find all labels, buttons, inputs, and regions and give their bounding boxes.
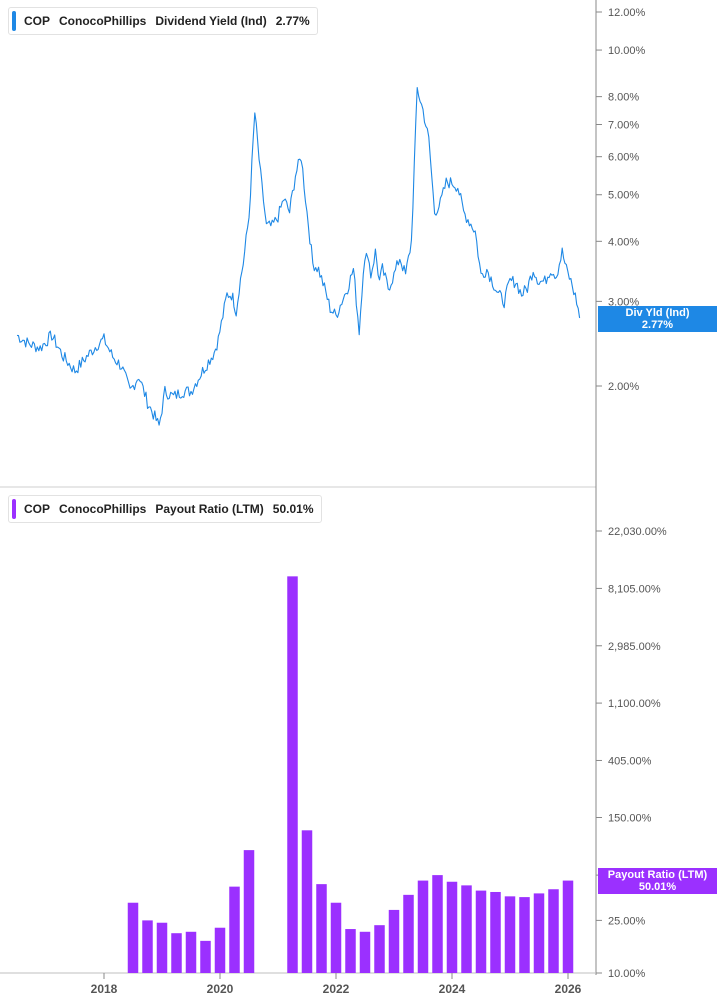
payout-ratio-bar [562,880,574,973]
y-tick-label: 10.00% [608,968,646,980]
y-tick-label: 2.00% [608,381,639,393]
payout-ratio-bar [533,893,545,973]
payout-ratio-bar [403,894,414,973]
x-tick-label: 2026 [555,982,582,996]
legend-color-swatch [12,11,16,31]
payout-ratio-bar [156,922,168,973]
y-tick-label: 22,030.00% [608,526,667,538]
payout-ratio-bar [287,576,298,973]
payout-ratio-bar [185,931,197,973]
y-tick-label: 5.00% [608,190,639,202]
dividend-yield-line [16,87,581,426]
payout-ratio-plot [127,576,574,973]
y-tick-label: 7.00% [608,120,639,132]
payout-ratio-bar [519,897,530,973]
payout-ratio-bar [214,927,226,973]
legend-metric: Dividend Yield (Ind) [155,14,267,28]
payout-ratio-bar [475,890,487,973]
x-tick-label: 2018 [91,982,118,996]
tag-value: 2.77% [641,319,674,331]
legend-company: ConocoPhillips [59,14,147,28]
legend-value: 2.77% [275,14,310,28]
y-tick-label: 8,105.00% [608,583,661,595]
x-tick-label: 2020 [207,982,234,996]
payout-ratio-bar [301,830,313,973]
y-tick-label: 1,100.00% [608,698,661,710]
payout-ratio-bar [432,875,443,973]
y-tick-label: 12.00% [608,7,646,19]
y-tick-label: 25.00% [608,915,646,927]
legend-company: ConocoPhillips [59,502,147,516]
payout-ratio-bar [171,933,182,973]
legend-ticker: COP [24,502,51,516]
legend-ticker: COP [24,14,51,28]
payout-ratio-bar [200,940,211,973]
payout-ratio-bar [229,886,240,973]
payout-ratio-bar [316,884,327,973]
payout-ratio-bar [446,881,458,973]
legend-value: 50.01% [272,502,314,516]
payout-ratio-bar [243,850,255,973]
payout-ratio-bar [388,909,400,973]
x-tick-label: 2022 [323,982,350,996]
payout-ratio-bar [490,891,501,973]
payout-ratio-last-value-tag: Payout Ratio (LTM) 50.01% [598,868,717,894]
y-tick-label: 150.00% [608,813,652,825]
y-tick-label: 8.00% [608,92,639,104]
tag-value: 50.01% [638,881,677,893]
y-tick-label: 10.00% [608,45,646,57]
y-tick-label: 6.00% [608,152,639,164]
y-tick-label: 2,985.00% [608,641,661,653]
payout-ratio-bar [330,902,342,973]
dividend-yield-plot [16,87,581,426]
payout-ratio-bar [504,896,516,973]
payout-ratio-bar [461,885,472,973]
y-tick-label: 3.00% [608,296,639,308]
payout-ratio-bar [142,920,153,973]
tag-label: Div Yld (Ind) [625,307,690,319]
payout-ratio-bar [548,889,559,973]
tag-label: Payout Ratio (LTM) [607,869,708,881]
y-tick-label: 405.00% [608,755,652,767]
payout-ratio-bar [417,880,429,973]
payout-ratio-bar [374,925,385,973]
top-y-axis: 2.00% 3.00% 4.00% 5.00% 6.00% 7.00% 8.00% 10.00… [596,7,646,393]
payout-ratio-bar [345,929,356,973]
payout-ratio-bar [359,931,371,973]
legend-color-swatch [12,499,16,519]
legend-metric: Payout Ratio (LTM) [155,502,264,516]
legend-dividend-yield: COP ConocoPhillips Dividend Yield (Ind) … [8,7,318,35]
x-axis: 2018 2020 2022 2024 2026 [91,973,582,996]
legend-payout-ratio: COP ConocoPhillips Payout Ratio (LTM) 50… [8,495,322,523]
bottom-y-axis: 10.00%25.00%55.00%150.00%405.00%1,100.00… [596,526,667,980]
payout-ratio-bar [127,902,139,973]
y-tick-label: 4.00% [608,236,639,248]
x-tick-label: 2024 [439,982,466,996]
dividend-yield-last-value-tag: Div Yld (Ind) 2.77% [598,306,717,332]
